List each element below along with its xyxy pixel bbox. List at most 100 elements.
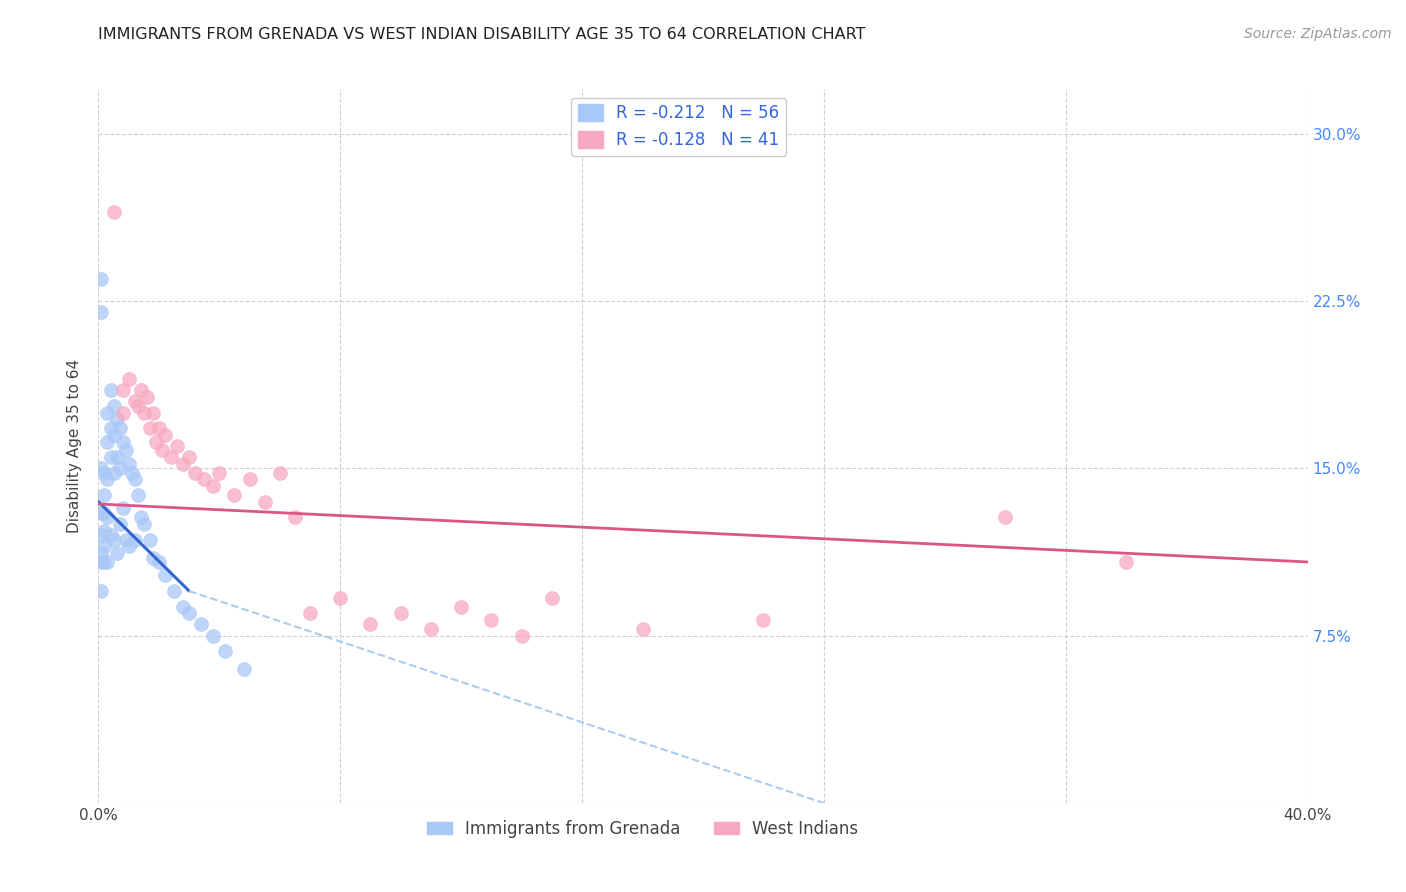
Point: [108, 461, 131, 475]
Point: [103, 427, 125, 442]
Point: [145, 434, 167, 449]
Point: [121, 466, 143, 480]
Point: [100, 421, 122, 435]
Point: [118, 539, 141, 553]
Text: IMMIGRANTS FROM GRENADA VS WEST INDIAN DISABILITY AGE 35 TO 64 CORRELATION CHART: IMMIGRANTS FROM GRENADA VS WEST INDIAN D…: [98, 27, 866, 42]
Point: [90, 271, 112, 285]
Point: [93, 555, 115, 569]
Point: [202, 479, 225, 493]
Point: [752, 613, 775, 627]
Point: [299, 607, 322, 621]
Point: [163, 583, 186, 598]
Point: [269, 466, 291, 480]
Point: [103, 533, 125, 547]
Point: [96, 555, 118, 569]
Point: [96, 405, 118, 419]
Point: [994, 510, 1017, 524]
Point: [90, 546, 112, 560]
Point: [139, 533, 162, 547]
Point: [631, 622, 654, 636]
Point: [193, 473, 215, 487]
Point: [103, 399, 125, 413]
Point: [127, 488, 149, 502]
Point: [1115, 555, 1137, 569]
Point: [100, 528, 122, 542]
Point: [166, 439, 188, 453]
Point: [142, 405, 165, 419]
Point: [160, 450, 183, 464]
Point: [103, 466, 125, 480]
Point: [329, 591, 352, 605]
Point: [96, 510, 118, 524]
Point: [150, 443, 173, 458]
Point: [148, 555, 170, 569]
Point: [129, 510, 152, 524]
Point: [481, 613, 503, 627]
Point: [172, 457, 194, 471]
Point: [100, 450, 122, 464]
Point: [142, 550, 165, 565]
Point: [208, 466, 231, 480]
Point: [420, 622, 443, 636]
Point: [202, 628, 225, 642]
Point: [540, 591, 562, 605]
Point: [105, 450, 128, 464]
Point: [111, 501, 134, 516]
Point: [129, 384, 152, 398]
Point: [93, 524, 115, 538]
Point: [105, 412, 128, 426]
Point: [118, 457, 141, 471]
Point: [118, 372, 141, 386]
Point: [111, 384, 134, 398]
Point: [132, 405, 155, 419]
Point: [93, 506, 115, 520]
Point: [90, 305, 112, 319]
Point: [90, 461, 112, 475]
Text: Source: ZipAtlas.com: Source: ZipAtlas.com: [1244, 27, 1392, 41]
Point: [124, 533, 146, 547]
Point: [124, 473, 146, 487]
Point: [360, 617, 382, 632]
Point: [132, 516, 155, 531]
Point: [108, 421, 131, 435]
Point: [93, 466, 115, 480]
Point: [124, 394, 146, 409]
Point: [111, 405, 134, 419]
Point: [103, 204, 125, 219]
Point: [96, 473, 118, 487]
Point: [214, 644, 236, 658]
Point: [179, 607, 201, 621]
Point: [190, 617, 212, 632]
Point: [90, 555, 112, 569]
Legend: Immigrants from Grenada, West Indians: Immigrants from Grenada, West Indians: [420, 814, 865, 845]
Point: [153, 427, 176, 442]
Point: [153, 568, 176, 582]
Point: [510, 628, 533, 642]
Point: [111, 434, 134, 449]
Point: [96, 434, 118, 449]
Point: [148, 421, 170, 435]
Point: [172, 599, 194, 614]
Point: [90, 528, 112, 542]
Point: [184, 466, 207, 480]
Y-axis label: Disability Age 35 to 64: Disability Age 35 to 64: [67, 359, 83, 533]
Point: [90, 583, 112, 598]
Point: [179, 450, 201, 464]
Point: [93, 488, 115, 502]
Point: [389, 607, 412, 621]
Point: [108, 516, 131, 531]
Point: [284, 510, 307, 524]
Point: [114, 533, 136, 547]
Point: [135, 390, 157, 404]
Point: [93, 539, 115, 553]
Point: [127, 399, 149, 413]
Point: [114, 443, 136, 458]
Point: [139, 421, 162, 435]
Point: [253, 494, 276, 508]
Point: [100, 384, 122, 398]
Point: [232, 662, 254, 676]
Point: [90, 506, 112, 520]
Point: [224, 488, 246, 502]
Point: [105, 546, 128, 560]
Point: [450, 599, 472, 614]
